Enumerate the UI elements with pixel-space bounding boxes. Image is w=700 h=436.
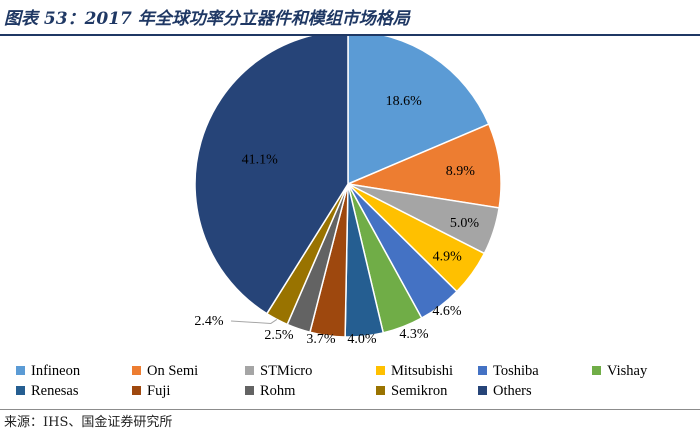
legend-swatch	[245, 366, 254, 376]
pie-slice-infineon	[347, 36, 490, 186]
legend-item-vishay: Vishay	[592, 361, 647, 381]
legend-label: Renesas	[31, 383, 79, 399]
data-label-on-semi: 8.9%	[446, 164, 476, 179]
data-label-semikron: 2.4%	[194, 314, 224, 329]
legend-item-others: Others	[478, 381, 532, 401]
legend-item-toshiba: Toshiba	[478, 361, 539, 381]
legend-label: Toshiba	[493, 363, 539, 379]
pie-chart: 18.6% 8.9% 5.0% 4.9% 4.6%4.3% 4.0% 3.7% 2.5% 2.4…	[194, 36, 502, 347]
data-label-others: 41.1%	[242, 153, 279, 168]
legend-item-on-semi: On Semi	[132, 361, 198, 381]
data-label-rohm: 2.5%	[264, 328, 294, 343]
chart-title: 图表 53：2017 年全球功率分立器件和模组市场格局	[4, 9, 410, 29]
legend-swatch	[16, 366, 25, 376]
legend-label: On Semi	[147, 363, 199, 379]
source-note: 来源：IHS、国金证券研究所	[4, 415, 173, 430]
legend-label: STMicro	[260, 363, 313, 379]
legend-swatch	[132, 366, 141, 376]
legend-item-semikron: Semikron	[376, 381, 447, 401]
data-label-infineon: 18.6%	[386, 94, 423, 109]
legend-label: Mitsubishi	[391, 363, 454, 379]
data-label-renesas: 4.0%	[347, 332, 377, 347]
legend-item-stmicro: STMicro	[245, 361, 312, 381]
data-label-stmicro: 5.0%	[450, 216, 480, 231]
data-label-toshiba: 4.6%	[432, 304, 462, 319]
legend-swatch	[132, 386, 141, 396]
legend-label: Rohm	[260, 383, 296, 399]
legend-item-rohm: Rohm	[245, 381, 295, 401]
legend-swatch	[376, 366, 385, 376]
legend-item-fuji: Fuji	[132, 381, 170, 401]
leader-line-semikron	[230, 319, 278, 324]
source-divider	[0, 409, 700, 410]
legend-item-renesas: Renesas	[16, 381, 79, 401]
pie-slice-on-semi	[345, 123, 502, 209]
legend-item-mitsubishi: Mitsubishi	[376, 361, 453, 381]
legend-label: Infineon	[31, 363, 81, 379]
title-divider	[0, 34, 700, 36]
legend-swatch	[245, 386, 254, 396]
legend-swatch	[592, 366, 601, 376]
data-label-mitsubishi: 4.9%	[433, 250, 463, 265]
legend-label: Fuji	[147, 383, 171, 399]
legend-item-infineon: Infineon	[16, 361, 80, 381]
data-label-vishay: 4.3%	[399, 327, 429, 342]
legend-swatch	[478, 366, 487, 376]
legend-swatch	[376, 386, 385, 396]
data-label-fuji: 3.7%	[306, 332, 336, 347]
pie-slice-others	[194, 36, 349, 315]
legend-label: Others	[493, 383, 532, 399]
legend-swatch	[478, 386, 487, 396]
legend-label: Vishay	[607, 363, 648, 379]
legend-swatch	[16, 386, 25, 396]
legend-label: Semikron	[391, 383, 448, 399]
